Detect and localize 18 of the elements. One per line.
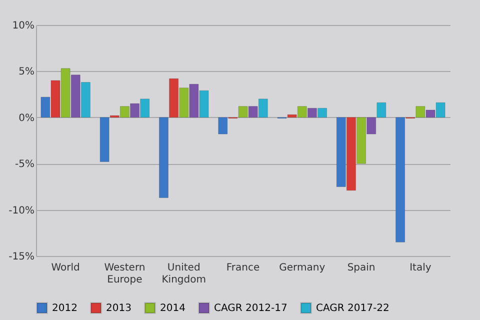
legend-label: CAGR 2012-17 (214, 303, 288, 314)
x-tick-label: France (226, 262, 260, 274)
legend-label: CAGR 2017-22 (316, 303, 390, 314)
y-tick-label: -15% (8, 252, 34, 262)
legend-label: 2013 (106, 303, 132, 314)
legend-label: 2012 (52, 303, 78, 314)
y-tick-label: 0% (18, 112, 34, 124)
x-tick-label: World (51, 262, 80, 274)
y-tick-label: 5% (18, 66, 34, 78)
y-tick-label: -10% (8, 205, 34, 216)
x-tick-label: Italy (410, 262, 432, 274)
x-tick-label: Germany (279, 262, 326, 274)
y-tick-label: -5% (15, 159, 34, 170)
y-tick-label: 10% (12, 20, 34, 32)
x-tick-label: Spain (347, 262, 376, 274)
x-tick-label: Western Europe (104, 262, 146, 286)
x-tick-label: United Kingdom (162, 262, 206, 286)
legend-label: 2014 (160, 303, 186, 314)
